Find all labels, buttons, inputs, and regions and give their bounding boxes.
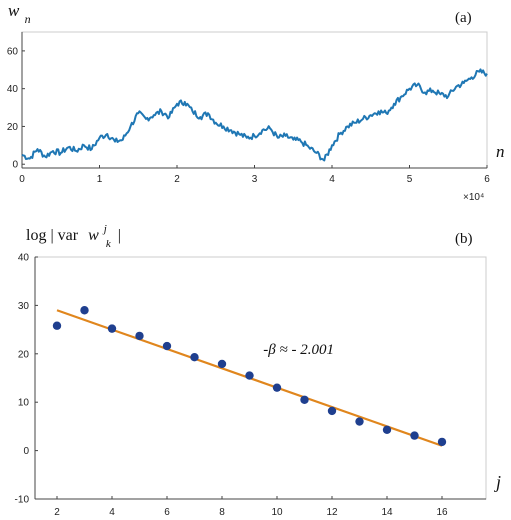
panel-a-ylabel-base: w bbox=[8, 1, 20, 20]
panel-b-label: (b) bbox=[455, 231, 473, 247]
panel-b-point bbox=[80, 306, 89, 315]
panel-b-y-tick-label: 30 bbox=[18, 301, 30, 312]
panel-b-point bbox=[217, 359, 227, 369]
panel-a-series-line bbox=[21, 68, 488, 162]
panel-b-ylabel-base: w bbox=[88, 227, 99, 244]
panel-a-y-tick-label: 20 bbox=[7, 122, 19, 133]
panel-b-point bbox=[272, 383, 282, 392]
panel-b-y-tick-label: 40 bbox=[18, 253, 30, 264]
panel-b-x-tick-label: 2 bbox=[54, 507, 60, 518]
panel-b-ylabel: log | var w j k | bbox=[26, 219, 121, 251]
panel-b-point bbox=[52, 321, 62, 330]
panel-b-point bbox=[135, 331, 144, 341]
panel-a-x-tick-label: 1 bbox=[97, 174, 103, 185]
panel-b-annotation: -β ≈ - 2.001 bbox=[263, 342, 334, 358]
panel-b-xlabel: j bbox=[494, 472, 501, 492]
panel-b-x-tick-label: 4 bbox=[109, 507, 115, 518]
panel-b-ylabel-sup: j bbox=[102, 223, 107, 235]
panel-b-ylabel-suffix: | bbox=[118, 227, 121, 244]
panel-b-ylabel-prefix: log | var bbox=[26, 227, 79, 244]
panel-a: w n (a) 0 1 2 3 4 5 6 0 20 40 60 ×10⁴ n bbox=[7, 1, 505, 203]
panel-b-point bbox=[382, 425, 392, 434]
panel-a-y-tick-label: 0 bbox=[12, 160, 18, 171]
panel-b-y-tick-label: 20 bbox=[18, 349, 30, 360]
panel-b-x-tick-label: 14 bbox=[381, 507, 393, 518]
panel-a-x-tick-label: 6 bbox=[484, 174, 490, 185]
panel-a-x-ticks: 0 1 2 3 4 5 6 bbox=[19, 165, 490, 185]
panel-b-point bbox=[410, 431, 419, 440]
panel-b-y-tick-label: -10 bbox=[15, 495, 30, 506]
panel-a-x-tick-label: 4 bbox=[329, 174, 335, 185]
panel-b-points bbox=[52, 306, 447, 447]
panel-b-point bbox=[355, 417, 364, 426]
panel-b-x-tick-label: 6 bbox=[164, 507, 170, 518]
panel-b-y-tick-label: 10 bbox=[18, 398, 30, 409]
panel-b-point bbox=[245, 371, 254, 380]
panel-a-x-tick-label: 0 bbox=[19, 174, 25, 185]
panel-a-xlabel: n bbox=[496, 142, 505, 161]
panel-b-point bbox=[300, 395, 309, 404]
panel-b-axes-box bbox=[34, 256, 487, 500]
panel-b-point bbox=[107, 324, 117, 333]
panel-a-y-ticks: 0 20 40 60 bbox=[7, 46, 25, 171]
panel-a-y-tick-label: 40 bbox=[7, 84, 19, 95]
panel-b-x-tick-label: 16 bbox=[436, 507, 448, 518]
panel-a-ylabel: w n bbox=[8, 1, 31, 26]
panel-b-x-tick-label: 8 bbox=[219, 507, 225, 518]
panel-b-y-tick-label: 0 bbox=[23, 446, 29, 457]
panel-a-x-tick-label: 5 bbox=[407, 174, 413, 185]
panel-b-y-ticks: -10 0 10 20 30 40 bbox=[15, 253, 38, 506]
panel-a-ylabel-sub: n bbox=[25, 12, 31, 26]
panel-b-point bbox=[437, 437, 447, 447]
panel-a-x-tick-label: 3 bbox=[252, 174, 258, 185]
panel-b: log | var w j k | (b) 2 4 6 8 10 12 14 16 -10 0 1… bbox=[15, 219, 501, 518]
panel-b-ylabel-sub: k bbox=[106, 238, 112, 250]
panel-b-x-tick-label: 12 bbox=[326, 507, 338, 518]
panel-a-x-multiplier: ×10⁴ bbox=[463, 192, 484, 203]
panel-a-label: (a) bbox=[455, 10, 472, 26]
panel-a-y-tick-label: 60 bbox=[7, 46, 19, 57]
panel-b-x-ticks: 2 4 6 8 10 12 14 16 bbox=[54, 496, 448, 518]
panel-b-point bbox=[162, 341, 172, 351]
panel-b-point bbox=[327, 406, 337, 416]
panel-b-point bbox=[190, 352, 199, 362]
panel-a-x-tick-label: 2 bbox=[174, 174, 180, 185]
panel-b-x-tick-label: 10 bbox=[271, 507, 283, 518]
